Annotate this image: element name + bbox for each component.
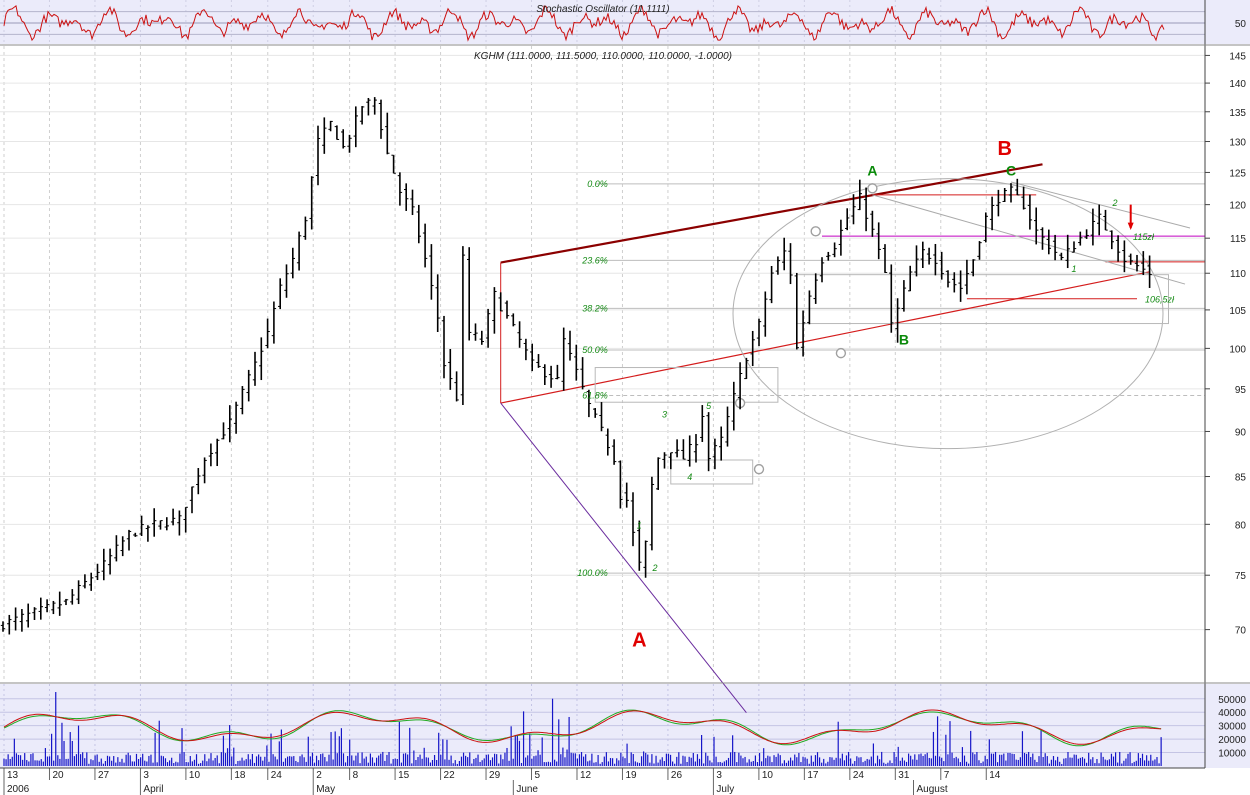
stochastic-title: Stochastic Oscillator (11.1111) (536, 4, 669, 15)
stoch-tick-label: 50 (1235, 19, 1247, 30)
date-tick-label: 24 (853, 770, 865, 781)
month-label: April (143, 784, 163, 795)
price-tick-label: 135 (1229, 108, 1246, 119)
month-label: July (716, 784, 734, 795)
resistance-label: 115zł (1133, 232, 1155, 242)
stochastic-line (3, 4, 1165, 42)
price-tick-label: 125 (1229, 168, 1246, 179)
wave-marker (753, 463, 765, 475)
date-tick-label: 17 (807, 770, 819, 781)
fib-level-label: 0.0% (587, 179, 608, 189)
trendline-upper (500, 163, 1043, 264)
support-label: 106,5zł (1145, 295, 1175, 305)
down-arrow-head (1127, 222, 1134, 231)
volume-tick-label: 50000 (1218, 695, 1246, 706)
price-tick-label: 80 (1235, 520, 1247, 531)
wave-label: C (1006, 163, 1016, 179)
wave-label: B (997, 138, 1011, 160)
price-tick-label: 85 (1235, 473, 1247, 484)
wave-label: B (899, 331, 909, 347)
stochastic-series (3, 4, 1165, 42)
date-tick-label: 31 (898, 770, 910, 781)
date-tick-label: 7 (944, 770, 950, 781)
date-tick-label: 8 (353, 770, 359, 781)
fib-level-label: 61.8% (582, 390, 608, 400)
volume-tick-label: 30000 (1218, 722, 1246, 733)
wave-count-label: 5 (706, 401, 712, 411)
wave-box (594, 367, 779, 403)
price-tick-label: 70 (1235, 626, 1247, 637)
fan-line (872, 194, 1186, 285)
wave-marker (810, 226, 821, 237)
pattern-ellipse (732, 178, 1164, 450)
date-tick-label: 3 (716, 770, 722, 781)
fib-level-label: 50.0% (582, 345, 608, 355)
month-label: June (516, 784, 538, 795)
date-tick-label: 29 (489, 770, 501, 781)
wave-count-label: 3 (662, 410, 667, 420)
volume-bars (3, 692, 1162, 766)
price-tick-label: 75 (1235, 571, 1247, 582)
price-panel (0, 46, 1205, 682)
date-tick-label: 24 (271, 770, 283, 781)
date-tick-label: 5 (535, 770, 541, 781)
price-tick-label: 100 (1229, 344, 1246, 355)
date-tick-label: 10 (762, 770, 774, 781)
fib-level-label: 100.0% (577, 568, 608, 578)
date-tick-label: 27 (98, 770, 110, 781)
month-label: August (917, 784, 948, 795)
wave-count-label: 1 (637, 520, 642, 530)
price-tick-label: 110 (1230, 269, 1246, 280)
date-tick-label: 22 (444, 770, 456, 781)
gridlines (0, 0, 1210, 795)
price-bars (0, 97, 1152, 635)
wave-marker (835, 347, 847, 359)
volume-tick-label: 40000 (1218, 708, 1246, 719)
wave-box (670, 459, 754, 485)
date-tick-label: 20 (52, 770, 64, 781)
fan-line (1010, 181, 1191, 229)
price-tick-label: 105 (1229, 306, 1246, 317)
chart-labels: 13 20 27 3 10 18 24 2 8 15 22 29 5 12 19 26 3 10 17 24 31 7 14… (7, 19, 1246, 795)
price-tick-label: 90 (1235, 427, 1247, 438)
fib-level-label: 38.2% (582, 303, 608, 313)
date-tick-label: 18 (234, 770, 246, 781)
date-tick-label: 19 (625, 770, 637, 781)
wave-label: A (632, 630, 646, 652)
wave-count-label: 2 (652, 563, 658, 573)
price-tick-label: 140 (1229, 79, 1246, 90)
price-title: KGHM (111.0000, 111.5000, 110.0000, 110.… (474, 51, 732, 62)
wave-count-label: 4 (687, 472, 692, 482)
month-label: 2006 (7, 784, 30, 795)
date-tick-label: 13 (7, 770, 19, 781)
price-tick-label: 95 (1235, 385, 1247, 396)
right-axis-volume-bg (1205, 684, 1250, 768)
date-tick-label: 10 (189, 770, 201, 781)
price-tick-label: 115 (1230, 234, 1246, 245)
volume-ma-fast (3, 709, 1162, 745)
date-tick-label: 15 (398, 770, 410, 781)
wave-count-label: 2 (1111, 198, 1117, 208)
price-tick-label: 130 (1229, 138, 1246, 149)
date-tick-label: 2 (316, 770, 322, 781)
date-tick-label: 14 (989, 770, 1001, 781)
fib-level-label: 23.6% (581, 255, 608, 265)
volume-tick-label: 20000 (1218, 735, 1246, 746)
trendline-fan (500, 402, 747, 713)
volume-tick-label: 10000 (1218, 749, 1246, 760)
wave-label: A (867, 163, 877, 179)
trendline-lower (500, 271, 1150, 404)
wave-marker (867, 183, 878, 194)
date-tick-label: 12 (580, 770, 592, 781)
month-label: May (316, 784, 335, 795)
wave-count-label: 1 (1071, 264, 1076, 274)
date-tick-label: 26 (671, 770, 683, 781)
right-axis-stochastic-bg (1205, 0, 1250, 44)
price-tick-label: 145 (1229, 51, 1246, 62)
price-tick-label: 120 (1229, 201, 1246, 212)
date-tick-label: 3 (143, 770, 149, 781)
